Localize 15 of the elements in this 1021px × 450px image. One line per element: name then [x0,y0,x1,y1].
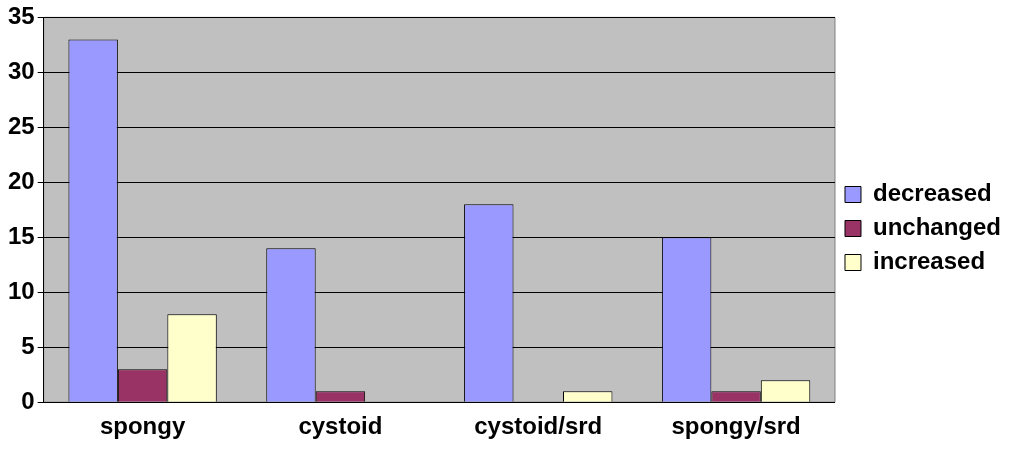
y-tick-label: 35 [7,2,35,30]
legend-label: increased [873,247,986,275]
y-tick-label: 5 [21,331,35,359]
legend-label: unchanged [873,213,1002,241]
legend-label: decreased [873,179,992,207]
x-tick-label: spongy/srd [671,412,801,440]
y-tick-label: 25 [7,111,35,139]
y-tick-label: 15 [7,221,35,249]
y-tick-label: 0 [21,386,35,414]
x-tick-label: cystoid/srd [474,412,603,440]
y-tick-label: 20 [7,166,35,194]
y-tick-label: 30 [7,57,35,84]
x-tick-label: cystoid [298,412,383,440]
x-tick-label: spongy [99,412,186,440]
y-tick-label: 10 [7,276,35,304]
